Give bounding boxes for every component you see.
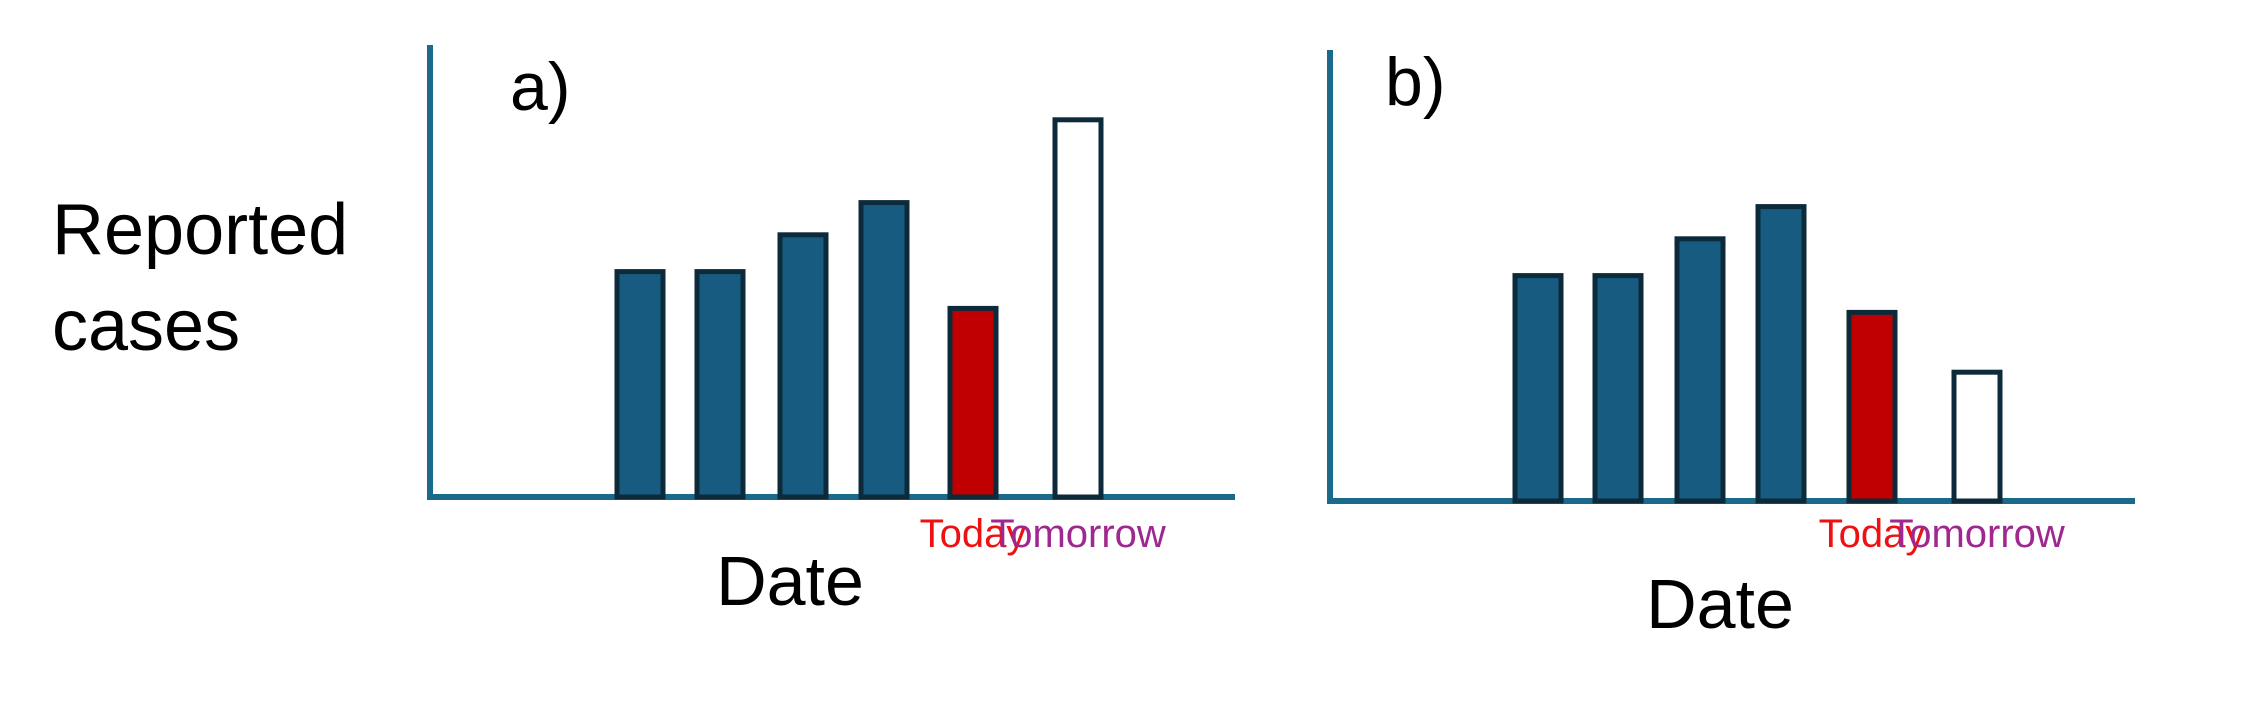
panel-a-bar-4: [858, 200, 910, 500]
panel-b-bar-1: [1512, 273, 1564, 504]
panel-a-bar-2: [694, 269, 746, 500]
panel-a-bar-today: [947, 305, 999, 500]
panel-b-tick-tomorrow: Tomorrow: [1889, 512, 2065, 556]
panel-b-bar-4: [1755, 204, 1807, 504]
panel-a-bar-tomorrow: [1052, 117, 1104, 500]
panel-a-label: a): [510, 49, 570, 125]
panel-a-bar-1: [614, 269, 666, 500]
panel-b-bar-3: [1674, 236, 1726, 504]
panel-a-tick-today: Today: [920, 512, 1027, 556]
panel-b-x-axis-title: Date: [1646, 565, 1794, 643]
panel-a-x-axis-title: Date: [716, 542, 864, 620]
y-axis-label: Reported cases: [52, 190, 349, 366]
panel-b-label: b): [1385, 44, 1445, 120]
panel-b-bar-tomorrow: [1951, 369, 2003, 504]
panel-a-bar-3: [777, 232, 829, 500]
panel-b-tick-today: Today: [1819, 512, 1926, 556]
panel-a-tick-tomorrow: Tomorrow: [990, 512, 1166, 556]
panel-b-bar-2: [1592, 273, 1644, 504]
panel-b-bar-today: [1846, 309, 1898, 504]
